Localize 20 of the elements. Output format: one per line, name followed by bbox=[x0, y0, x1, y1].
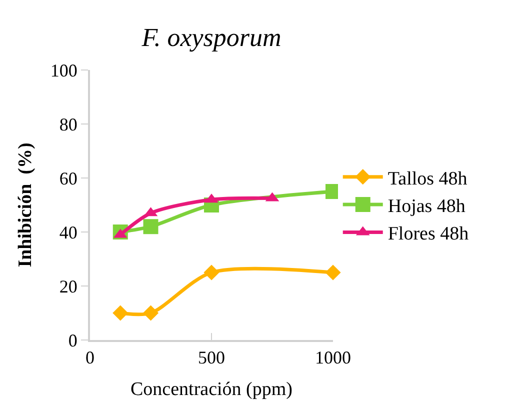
y-axis-title: Inhibición (%) bbox=[14, 142, 36, 268]
chart-title: F. oxysporum bbox=[140, 23, 282, 52]
point bbox=[112, 305, 128, 321]
y-tick-label: 0 bbox=[68, 330, 78, 350]
legend-label: Flores 48h bbox=[388, 224, 470, 245]
point bbox=[142, 305, 159, 321]
y-tick-label: 100 bbox=[50, 60, 78, 80]
x-tick-label: 500 bbox=[198, 348, 225, 368]
point bbox=[143, 219, 158, 234]
y-tick-label: 80 bbox=[59, 114, 78, 134]
point bbox=[325, 264, 341, 280]
x-tick-label: 0 bbox=[86, 348, 94, 368]
point bbox=[204, 264, 220, 280]
x-tick-label: 1000 bbox=[315, 348, 351, 368]
y-tick-label: 20 bbox=[59, 276, 78, 296]
x-axis-title: Concentración (ppm) bbox=[130, 379, 292, 400]
y-tick-label: 40 bbox=[59, 222, 78, 242]
legend-label: Tallos 48h bbox=[388, 168, 468, 190]
y-tick-label: 60 bbox=[59, 168, 78, 188]
legend-label: Hojas 48h bbox=[388, 196, 466, 217]
